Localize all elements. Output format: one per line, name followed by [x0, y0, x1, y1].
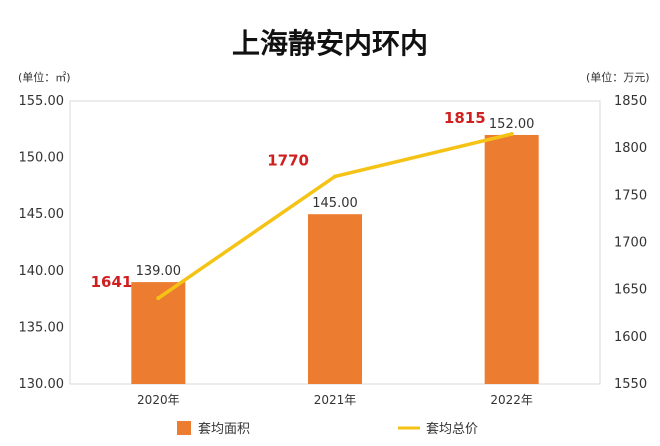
line-value-label: 1815: [444, 109, 486, 127]
line-point: [333, 174, 337, 179]
right-tick-label: 1800: [614, 141, 647, 156]
bar: [308, 214, 362, 384]
legend-swatch-bar: [177, 421, 191, 435]
chart-title: 上海静安内环内: [232, 27, 428, 60]
left-tick-label: 145.00: [19, 207, 65, 222]
x-tick-label: 2020年: [137, 393, 180, 407]
x-axis: 2020年 2021年 2022年: [137, 393, 533, 407]
right-tick-label: 1700: [614, 236, 647, 251]
left-tick-label: 135.00: [19, 320, 65, 335]
left-tick-label: 155.00: [19, 94, 65, 109]
right-tick-label: 1650: [614, 283, 647, 298]
left-tick-label: 130.00: [19, 377, 65, 392]
left-axis-unit: (单位：㎡): [18, 70, 71, 84]
line-point: [156, 296, 161, 301]
right-axis-unit: (单位：万元): [586, 70, 650, 84]
legend-label-line: 套均总价: [426, 421, 478, 437]
left-tick-label: 150.00: [19, 151, 65, 166]
bar-value-label: 152.00: [489, 117, 535, 132]
legend: 套均面积 套均总价: [177, 421, 478, 437]
right-tick-label: 1850: [614, 94, 647, 109]
right-axis: 1550 1600 1650 1700 1750 1800 1850: [614, 94, 647, 392]
line-series: 1641 1770 1815: [91, 109, 514, 301]
bar-value-label: 145.00: [312, 196, 358, 211]
bar-value-label: 139.00: [136, 264, 182, 279]
line-point: [509, 132, 514, 137]
line-value-label: 1641: [91, 273, 133, 291]
x-tick-label: 2022年: [490, 393, 533, 407]
bar-series: 139.00 145.00 152.00: [131, 117, 539, 384]
right-tick-label: 1550: [614, 377, 647, 392]
left-axis: 130.00 135.00 140.00 145.00 150.00 155.00: [19, 94, 65, 392]
right-tick-label: 1600: [614, 330, 647, 345]
left-tick-label: 140.00: [19, 264, 65, 279]
right-tick-label: 1750: [614, 188, 647, 203]
line-value-label: 1770: [267, 151, 309, 169]
legend-label-bar: 套均面积: [198, 421, 250, 437]
x-tick-label: 2021年: [314, 393, 357, 407]
bar: [484, 134, 539, 384]
